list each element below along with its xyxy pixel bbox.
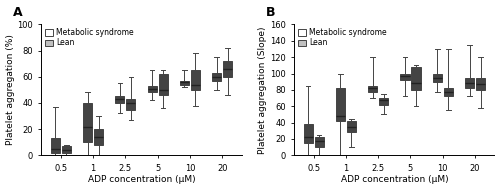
PathPatch shape	[347, 121, 356, 132]
PathPatch shape	[465, 78, 474, 88]
PathPatch shape	[51, 138, 60, 153]
PathPatch shape	[148, 86, 156, 93]
PathPatch shape	[212, 73, 222, 81]
PathPatch shape	[412, 67, 420, 90]
PathPatch shape	[379, 98, 388, 105]
PathPatch shape	[476, 78, 485, 90]
Text: B: B	[266, 6, 276, 19]
PathPatch shape	[223, 61, 232, 77]
Y-axis label: Platelet aggregation (%): Platelet aggregation (%)	[6, 34, 15, 145]
PathPatch shape	[191, 70, 200, 90]
PathPatch shape	[83, 103, 92, 142]
Legend: Metabolic syndrome, Lean: Metabolic syndrome, Lean	[296, 27, 388, 49]
PathPatch shape	[336, 88, 345, 121]
PathPatch shape	[304, 124, 312, 143]
PathPatch shape	[158, 74, 168, 95]
PathPatch shape	[314, 137, 324, 147]
PathPatch shape	[126, 99, 136, 109]
PathPatch shape	[116, 96, 124, 103]
PathPatch shape	[94, 129, 103, 145]
PathPatch shape	[400, 74, 409, 80]
PathPatch shape	[368, 86, 377, 92]
PathPatch shape	[62, 146, 71, 153]
PathPatch shape	[444, 88, 453, 96]
PathPatch shape	[433, 74, 442, 82]
X-axis label: ADP concentration (μM): ADP concentration (μM)	[88, 175, 196, 184]
PathPatch shape	[180, 81, 189, 85]
Legend: Metabolic syndrome, Lean: Metabolic syndrome, Lean	[44, 27, 135, 49]
X-axis label: ADP concentration (μM): ADP concentration (μM)	[340, 175, 448, 184]
Y-axis label: Platelet aggregation (Slope): Platelet aggregation (Slope)	[258, 26, 268, 154]
Text: A: A	[14, 6, 23, 19]
